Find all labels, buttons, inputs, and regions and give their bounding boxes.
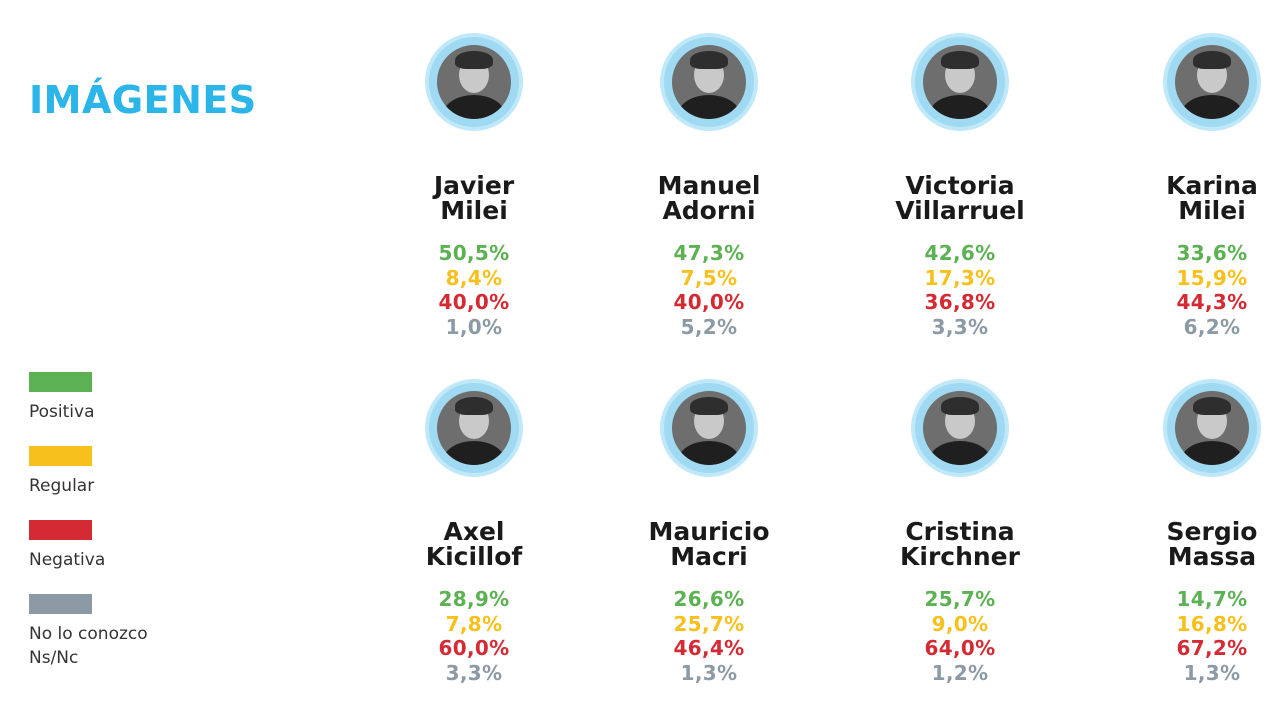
value-negativa: 46,4% (673, 636, 745, 660)
value-regular: 15,9% (1176, 265, 1248, 290)
value-no-conozco: 5,2% (680, 314, 738, 339)
candidate-first-name: Cristina (905, 517, 1015, 546)
value-no-conozco: 1,2% (931, 660, 989, 685)
legend-item: Negativa (29, 520, 105, 572)
legend-swatch (29, 372, 92, 392)
legend-swatch (29, 520, 92, 540)
candidate-values: 50,5% 8,4% 40,0% 1,0% (364, 241, 584, 339)
value-regular: 7,5% (680, 265, 738, 290)
candidate-first-name: Mauricio (648, 517, 770, 546)
candidate-last-name: Massa (1167, 542, 1257, 571)
avatar (1167, 383, 1257, 473)
candidate-first-name: Victoria (905, 171, 1015, 200)
candidate-name: Karina Milei (1102, 173, 1280, 223)
candidate-card: Javier Milei 50,5% 8,4% 40,0% 1,0% (364, 37, 584, 339)
value-no-conozco: 3,3% (445, 660, 503, 685)
candidate-first-name: Karina (1166, 171, 1258, 200)
value-regular: 25,7% (673, 611, 745, 636)
candidate-values: 14,7% 16,8% 67,2% 1,3% (1102, 587, 1280, 685)
legend-label: Positiva (29, 402, 95, 422)
candidate-first-name: Axel (443, 517, 505, 546)
value-regular: 8,4% (445, 265, 503, 290)
candidate-name: Mauricio Macri (599, 519, 819, 569)
value-negativa: 40,0% (673, 290, 745, 314)
candidate-last-name: Milei (1178, 196, 1246, 225)
avatar (429, 37, 519, 127)
candidate-name: Manuel Adorni (599, 173, 819, 223)
value-positiva: 26,6% (673, 587, 745, 611)
candidate-card: Karina Milei 33,6% 15,9% 44,3% 6,2% (1102, 37, 1280, 339)
candidate-name: Axel Kicillof (364, 519, 584, 569)
legend-label: Regular (29, 476, 95, 496)
value-regular: 7,8% (445, 611, 503, 636)
value-negativa: 67,2% (1176, 636, 1248, 660)
value-no-conozco: 1,3% (680, 660, 738, 685)
page-title: IMÁGENES (29, 78, 257, 122)
value-negativa: 40,0% (438, 290, 510, 314)
candidate-card: Cristina Kirchner 25,7% 9,0% 64,0% 1,2% (850, 383, 1070, 685)
value-positiva: 42,6% (924, 241, 996, 265)
candidate-first-name: Manuel (657, 171, 761, 200)
candidate-last-name: Milei (440, 196, 508, 225)
candidate-last-name: Villarruel (895, 196, 1025, 225)
avatar (915, 383, 1005, 473)
avatar (1167, 37, 1257, 127)
candidate-first-name: Javier (433, 171, 515, 200)
value-regular: 9,0% (931, 611, 989, 636)
candidate-last-name: Kicillof (425, 542, 523, 571)
value-negativa: 60,0% (438, 636, 510, 660)
candidate-values: 33,6% 15,9% 44,3% 6,2% (1102, 241, 1280, 339)
value-no-conozco: 6,2% (1183, 314, 1241, 339)
candidate-name: Sergio Massa (1102, 519, 1280, 569)
candidate-card: Mauricio Macri 26,6% 25,7% 46,4% 1,3% (599, 383, 819, 685)
legend-item: Regular (29, 446, 94, 498)
candidate-last-name: Kirchner (900, 542, 1020, 571)
value-positiva: 50,5% (438, 241, 510, 265)
legend-label: Negativa (29, 550, 106, 570)
value-no-conozco: 1,3% (1183, 660, 1241, 685)
value-no-conozco: 1,0% (445, 314, 503, 339)
legend-item: No lo conozco Ns/Nc (29, 594, 148, 670)
candidate-last-name: Macri (670, 542, 748, 571)
value-negativa: 44,3% (1176, 290, 1248, 314)
legend-swatch (29, 594, 92, 614)
value-positiva: 47,3% (673, 241, 745, 265)
value-regular: 16,8% (1176, 611, 1248, 636)
candidate-card: Sergio Massa 14,7% 16,8% 67,2% 1,3% (1102, 383, 1280, 685)
avatar (664, 37, 754, 127)
value-positiva: 33,6% (1176, 241, 1248, 265)
value-positiva: 25,7% (924, 587, 996, 611)
value-negativa: 36,8% (924, 290, 996, 314)
avatar (429, 383, 519, 473)
value-positiva: 28,9% (438, 587, 510, 611)
candidate-values: 42,6% 17,3% 36,8% 3,3% (850, 241, 1070, 339)
candidate-card: Axel Kicillof 28,9% 7,8% 60,0% 3,3% (364, 383, 584, 685)
candidate-card: Manuel Adorni 47,3% 7,5% 40,0% 5,2% (599, 37, 819, 339)
value-positiva: 14,7% (1176, 587, 1248, 611)
value-regular: 17,3% (924, 265, 996, 290)
value-no-conozco: 3,3% (931, 314, 989, 339)
legend-swatch (29, 446, 92, 466)
candidate-card: Victoria Villarruel 42,6% 17,3% 36,8% 3,3% (850, 37, 1070, 339)
legend-label: No lo conozco Ns/Nc (29, 624, 148, 668)
avatar (915, 37, 1005, 127)
candidate-name: Victoria Villarruel (850, 173, 1070, 223)
candidate-first-name: Sergio (1166, 517, 1258, 546)
candidate-values: 28,9% 7,8% 60,0% 3,3% (364, 587, 584, 685)
avatar (664, 383, 754, 473)
candidate-name: Cristina Kirchner (850, 519, 1070, 569)
candidate-values: 26,6% 25,7% 46,4% 1,3% (599, 587, 819, 685)
candidate-last-name: Adorni (662, 196, 756, 225)
legend-item: Positiva (29, 372, 95, 424)
candidate-values: 47,3% 7,5% 40,0% 5,2% (599, 241, 819, 339)
candidate-name: Javier Milei (364, 173, 584, 223)
value-negativa: 64,0% (924, 636, 996, 660)
candidate-values: 25,7% 9,0% 64,0% 1,2% (850, 587, 1070, 685)
